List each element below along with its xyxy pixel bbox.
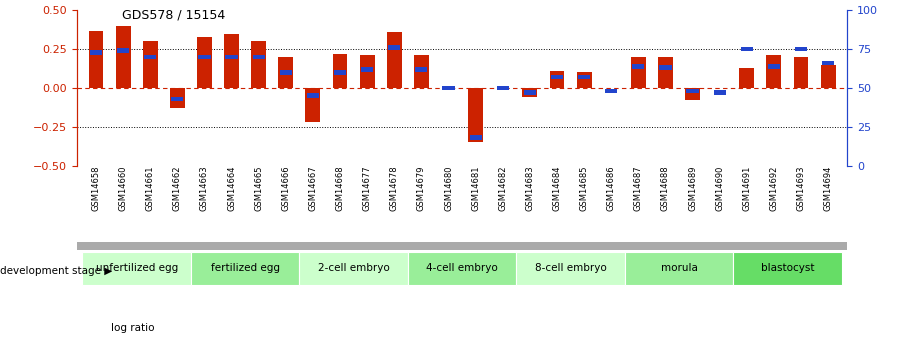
Bar (685, 88, 700, 100)
Text: GSM14694: GSM14694 (824, 166, 833, 211)
Bar (660, 66, 671, 70)
Bar (767, 64, 780, 69)
Text: 2-cell embryo: 2-cell embryo (318, 263, 390, 273)
Bar (442, 86, 455, 90)
Text: unfertilized egg: unfertilized egg (95, 263, 178, 273)
Bar (766, 56, 781, 88)
Text: GSM14690: GSM14690 (715, 166, 724, 211)
Bar (551, 75, 563, 79)
Bar (224, 34, 239, 88)
Bar (387, 32, 401, 88)
Text: GSM14679: GSM14679 (417, 166, 426, 211)
Bar (714, 90, 726, 95)
Bar (469, 135, 482, 140)
Bar (305, 88, 321, 122)
Bar (794, 57, 808, 88)
Text: GSM14660: GSM14660 (119, 166, 128, 211)
Bar (197, 37, 212, 88)
Bar (632, 64, 644, 69)
Bar (89, 31, 103, 88)
Text: GSM14664: GSM14664 (227, 166, 236, 211)
Bar (143, 41, 158, 88)
Bar (299, 252, 408, 285)
Text: GSM14687: GSM14687 (634, 166, 643, 211)
Bar (795, 47, 807, 51)
Bar (116, 26, 130, 88)
Bar (361, 67, 373, 72)
Text: GSM14681: GSM14681 (471, 166, 480, 211)
Text: blastocyst: blastocyst (761, 263, 814, 273)
Bar (90, 50, 102, 55)
Bar (191, 252, 299, 285)
Text: GSM14668: GSM14668 (335, 166, 344, 211)
Bar (605, 89, 617, 93)
Bar (524, 90, 536, 95)
Text: fertilized egg: fertilized egg (210, 263, 280, 273)
Text: GSM14686: GSM14686 (607, 166, 616, 211)
Text: log ratio: log ratio (111, 324, 155, 333)
Text: 8-cell embryo: 8-cell embryo (535, 263, 606, 273)
Text: GSM14683: GSM14683 (525, 166, 535, 211)
Bar (658, 57, 673, 88)
Text: development stage ▶: development stage ▶ (0, 266, 112, 276)
Bar (550, 71, 564, 88)
Text: GSM14661: GSM14661 (146, 166, 155, 211)
Bar (171, 97, 183, 101)
Text: GSM14665: GSM14665 (255, 166, 263, 211)
Bar (414, 56, 429, 88)
Bar (360, 56, 374, 88)
Bar (496, 86, 509, 90)
Bar (631, 57, 646, 88)
Bar (415, 67, 428, 72)
Bar (821, 65, 835, 88)
Bar (516, 252, 625, 285)
Text: GSM14693: GSM14693 (796, 166, 805, 211)
Bar (733, 252, 842, 285)
Text: GSM14658: GSM14658 (92, 166, 101, 211)
Bar (388, 45, 400, 50)
Bar (687, 89, 699, 93)
Bar (333, 54, 348, 88)
Bar (280, 70, 292, 75)
Text: GSM14663: GSM14663 (200, 166, 209, 211)
Text: GSM14677: GSM14677 (362, 166, 371, 211)
Bar (523, 88, 537, 97)
Bar (117, 48, 130, 53)
Text: GSM14684: GSM14684 (553, 166, 562, 211)
Text: 4-cell embryo: 4-cell embryo (426, 263, 498, 273)
Text: GSM14682: GSM14682 (498, 166, 507, 211)
Text: GDS578 / 15154: GDS578 / 15154 (122, 9, 226, 22)
Bar (468, 88, 483, 142)
Bar (82, 252, 191, 285)
Bar (576, 72, 592, 88)
Bar (334, 70, 346, 75)
Bar (741, 47, 753, 51)
Bar (278, 57, 294, 88)
Bar (170, 88, 185, 108)
Text: GSM14692: GSM14692 (769, 166, 778, 211)
Bar (251, 41, 266, 88)
Bar (253, 55, 265, 59)
Text: GSM14685: GSM14685 (580, 166, 589, 211)
Bar (198, 55, 210, 59)
Bar (408, 252, 516, 285)
Bar (739, 68, 754, 88)
Text: GSM14689: GSM14689 (688, 166, 697, 211)
Text: GSM14680: GSM14680 (444, 166, 453, 211)
Bar (625, 252, 733, 285)
Text: morula: morula (660, 263, 698, 273)
Text: GSM14688: GSM14688 (661, 166, 670, 211)
Bar (822, 61, 834, 66)
Bar (307, 93, 319, 98)
Bar (144, 55, 157, 59)
Text: GSM14678: GSM14678 (390, 166, 399, 211)
Text: GSM14666: GSM14666 (281, 166, 290, 211)
Bar (578, 75, 590, 79)
Text: GSM14662: GSM14662 (173, 166, 182, 211)
Bar (226, 55, 237, 59)
Text: GSM14691: GSM14691 (742, 166, 751, 211)
Text: GSM14667: GSM14667 (308, 166, 317, 211)
